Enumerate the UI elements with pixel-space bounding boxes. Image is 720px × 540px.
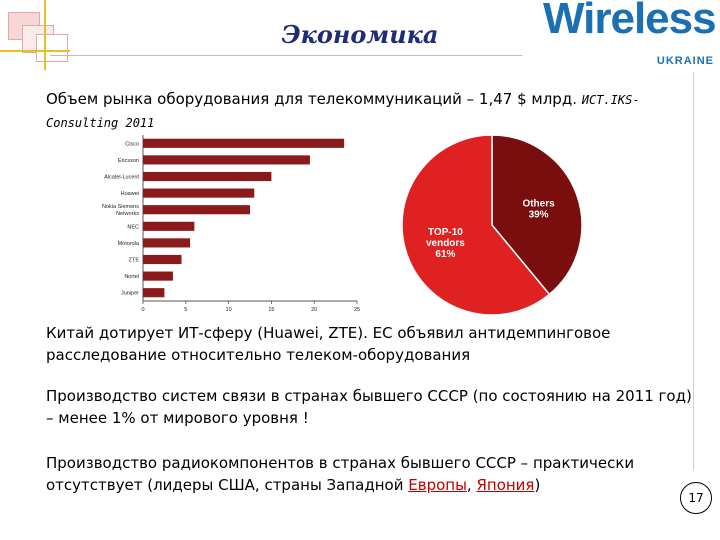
bar bbox=[143, 238, 191, 248]
paragraph-production: Производство систем связи в странах бывш… bbox=[46, 387, 692, 427]
pie-label: 61% bbox=[435, 249, 455, 260]
logo-sub: UKRAINE bbox=[656, 55, 714, 67]
bar bbox=[143, 271, 173, 281]
bar-category-label: Nortel bbox=[124, 274, 139, 280]
paragraph-radiocomponents: Производство радиокомпонентов в странах … bbox=[46, 452, 696, 496]
bar bbox=[143, 221, 195, 231]
subtitle-source: ИСТ.IKS-Consulting 2011 bbox=[46, 93, 640, 130]
pie-slice bbox=[401, 134, 551, 316]
logo-word: Wireless bbox=[543, 0, 717, 43]
bar-tick-label: 20 bbox=[311, 307, 317, 313]
corner-vline bbox=[44, 0, 46, 70]
bar bbox=[143, 188, 255, 198]
page-number: 17 bbox=[680, 482, 712, 514]
bar bbox=[143, 171, 272, 182]
bar-tick-label: 5 bbox=[184, 307, 187, 313]
page-title: Экономика bbox=[281, 20, 439, 49]
bar-category-label: Networks bbox=[116, 211, 139, 217]
corner-square bbox=[36, 34, 68, 62]
bar-tick-label: 15 bbox=[268, 307, 274, 313]
paragraph-china: Китай дотирует ИТ-сферу (Huawei, ZTE). Е… bbox=[46, 324, 611, 364]
pie-label: TOP-10 bbox=[428, 227, 463, 238]
p3-text-before: Производство радиокомпонентов в странах … bbox=[46, 454, 635, 494]
pie-label: vendors bbox=[426, 238, 465, 249]
bar-tick-label: 10 bbox=[226, 307, 232, 313]
europe-link[interactable]: Европы bbox=[408, 476, 467, 494]
bar-category-label: Cisco bbox=[125, 141, 139, 147]
bar bbox=[143, 288, 165, 298]
bar-category-label: Motorola bbox=[118, 241, 140, 247]
japan-link[interactable]: Япония bbox=[476, 476, 535, 494]
pie-slice bbox=[491, 134, 583, 296]
subtitle-text: Объем рынка оборудования для телекоммуни… bbox=[46, 90, 577, 108]
bar bbox=[143, 254, 182, 265]
bar-category-label: Huawei bbox=[121, 191, 139, 197]
vendor-bar-chart: Cisco Ericsson Alcatel-Lucent Huawei Nokia S… bbox=[102, 135, 360, 313]
title-divider bbox=[50, 55, 522, 56]
subtitle: Объем рынка оборудования для телекоммуни… bbox=[46, 88, 696, 134]
bar bbox=[143, 155, 310, 165]
corner-decoration bbox=[0, 0, 90, 70]
bar-category-label: Ericsson bbox=[118, 158, 139, 164]
p3-text-after: ) bbox=[534, 476, 541, 494]
bar bbox=[143, 205, 250, 215]
bar-category-label: Juniper bbox=[121, 291, 139, 297]
wireless-logo: Wireless UKRAINE bbox=[540, 0, 720, 70]
corner-hline bbox=[0, 50, 70, 52]
bar-tick-label: 0 bbox=[141, 307, 144, 313]
right-divider bbox=[693, 72, 694, 470]
pie-label: 39% bbox=[529, 210, 549, 221]
bar-tick-label: 25 bbox=[354, 307, 360, 313]
bar-category-label: ZTE bbox=[129, 258, 140, 264]
bar-category-label: NEC bbox=[127, 224, 139, 230]
p3-text-between: , bbox=[466, 476, 477, 494]
pie-label: Others bbox=[522, 199, 555, 210]
bar bbox=[143, 138, 345, 148]
bar-category-label: Nokia Siemens bbox=[102, 204, 139, 210]
bar-category-label: Alcatel-Lucent bbox=[104, 175, 139, 181]
